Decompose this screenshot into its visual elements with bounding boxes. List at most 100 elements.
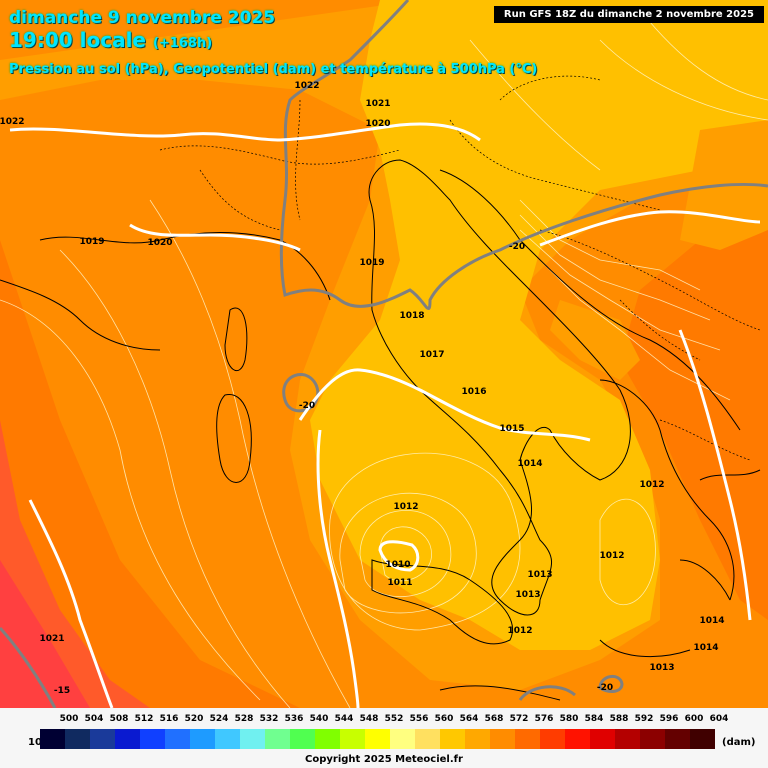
legend-tick: 512 — [134, 714, 154, 724]
legend-swatch — [290, 729, 315, 749]
temperature-patch-warm — [0, 560, 90, 708]
legend-swatch — [390, 729, 415, 749]
legend-tick: 508 — [109, 714, 129, 724]
temperature-band-560 — [310, 0, 768, 650]
legend-swatch — [590, 729, 615, 749]
legend-tick: 588 — [609, 714, 629, 724]
legend-low-label: 10 — [28, 737, 42, 748]
pressure-label: 1020 — [147, 238, 172, 248]
legend-tick: 560 — [434, 714, 454, 724]
pressure-label: 1013 — [515, 590, 540, 600]
geopotential-contours — [9, 122, 761, 708]
legend-tick: 532 — [259, 714, 279, 724]
pressure-label: 1019 — [79, 237, 104, 247]
legend-swatch — [690, 729, 715, 749]
pressure-label: 1012 — [599, 551, 624, 561]
legend-tick: 528 — [234, 714, 254, 724]
pressure-label: 1014 — [699, 616, 724, 626]
legend-tick: 516 — [159, 714, 179, 724]
temperature-label: -20 — [509, 242, 525, 252]
pressure-label: 1018 — [399, 311, 424, 321]
pressure-label: 1021 — [39, 634, 64, 644]
legend-tick: 548 — [359, 714, 379, 724]
temperature-patch-adriatic — [550, 300, 640, 380]
legend-tick: 552 — [384, 714, 404, 724]
legend-tick: 596 — [659, 714, 679, 724]
legend-ticks: 500 504 508 512 516 520 524 528 532 536 540 544 548 5… — [0, 714, 768, 726]
legend-tick: 568 — [484, 714, 504, 724]
temperature-label: -20 — [299, 401, 315, 411]
legend-swatch — [665, 729, 690, 749]
pressure-label: 1017 — [419, 350, 444, 360]
legend-tick: 604 — [709, 714, 729, 724]
legend-tick: 564 — [459, 714, 479, 724]
pressure-label: 1012 — [507, 626, 532, 636]
legend-tick: 576 — [534, 714, 554, 724]
temperature-label: -20 — [597, 683, 613, 693]
legend-swatch — [465, 729, 490, 749]
pressure-label: 1012 — [639, 480, 664, 490]
legend-swatch — [165, 729, 190, 749]
legend-swatch — [640, 729, 665, 749]
legend-swatch — [65, 729, 90, 749]
isobar-lines — [0, 9, 768, 708]
legend-tick: 540 — [309, 714, 329, 724]
legend-swatch — [215, 729, 240, 749]
legend-tick: 600 — [684, 714, 704, 724]
forecast-time: 19:00 locale (+168h) — [9, 28, 537, 56]
pressure-labels: 1022 1021 1020 1022 1019 1020 1019 1018 1017 1016… — [0, 81, 725, 673]
pressure-label: 1015 — [499, 424, 524, 434]
legend-unit: (dam) — [722, 737, 756, 748]
map-subtitle: Pression au sol (hPa), Geopotentiel (dam… — [9, 62, 538, 77]
legend-tick: 572 — [509, 714, 529, 724]
isotherm-minus20 — [0, 0, 768, 708]
legend-swatch — [440, 729, 465, 749]
legend-swatch — [515, 729, 540, 749]
temperature-labels: -20 -20 -20 -15 — [54, 242, 613, 696]
legend-swatch — [415, 729, 440, 749]
legend-swatch — [315, 729, 340, 749]
legend-tick: 544 — [334, 714, 354, 724]
legend-tick: 580 — [559, 714, 579, 724]
pressure-label: 1010 — [385, 560, 410, 570]
pressure-label: 1019 — [359, 258, 384, 268]
color-legend: 500 504 508 512 516 520 524 528 532 536 540 544 548 5… — [0, 708, 768, 768]
pressure-label: 1011 — [387, 578, 412, 588]
pressure-label: 1022 — [0, 117, 25, 127]
forecast-date: dimanche 9 novembre 2025 — [9, 8, 276, 28]
legend-swatch — [190, 729, 215, 749]
legend-swatch — [90, 729, 115, 749]
pressure-label: 1013 — [649, 663, 674, 673]
pressure-label: 1012 — [393, 502, 418, 512]
pressure-label: 1021 — [365, 99, 390, 109]
legend-swatch — [365, 729, 390, 749]
run-info: Run GFS 18Z du dimanche 2 novembre 2025 — [493, 6, 764, 23]
legend-swatch — [565, 729, 590, 749]
legend-tick: 520 — [184, 714, 204, 724]
forecast-hour: 19:00 locale — [9, 28, 146, 52]
legend-swatch — [615, 729, 640, 749]
legend-tick: 584 — [584, 714, 604, 724]
coastlines — [0, 159, 761, 701]
forecast-lead: (+168h) — [152, 36, 213, 51]
legend-swatch — [340, 729, 365, 749]
temperature-label: -15 — [54, 686, 70, 696]
pressure-label: 1014 — [693, 643, 718, 653]
legend-tick: 556 — [409, 714, 429, 724]
pressure-label: 1020 — [365, 119, 390, 129]
legend-swatch — [240, 729, 265, 749]
legend-swatch — [140, 729, 165, 749]
legend-color-bar — [40, 729, 715, 749]
legend-swatch — [265, 729, 290, 749]
legend-tick: 536 — [284, 714, 304, 724]
legend-swatch — [540, 729, 565, 749]
legend-tick: 500 — [59, 714, 79, 724]
pressure-label: 1022 — [294, 81, 319, 91]
legend-tick: 524 — [209, 714, 229, 724]
copyright: Copyright 2025 Meteociel.fr — [305, 754, 463, 765]
legend-swatch — [40, 729, 65, 749]
pressure-label: 1016 — [461, 387, 486, 397]
legend-tick: 504 — [84, 714, 104, 724]
legend-swatch — [115, 729, 140, 749]
pressure-label: 1013 — [527, 570, 552, 580]
